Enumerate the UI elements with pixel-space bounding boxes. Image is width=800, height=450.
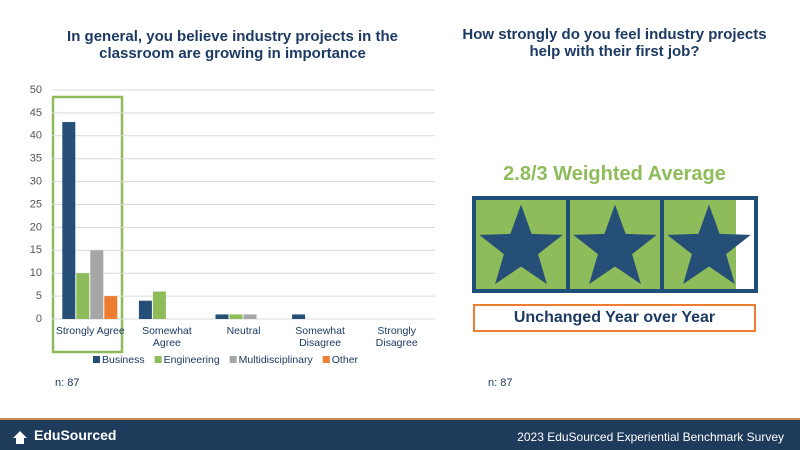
sample-size: n: 87 <box>55 377 80 389</box>
x-tick-label: Somewhat Agree <box>142 325 192 349</box>
y-tick-label: 25 <box>30 198 42 210</box>
rating-star <box>667 204 751 285</box>
bar <box>76 273 90 319</box>
bar <box>62 122 76 319</box>
highlight-box <box>51 95 124 354</box>
sample-size: n: 87 <box>488 377 513 389</box>
rating-star <box>573 204 657 285</box>
legend-swatch <box>229 356 237 363</box>
bar <box>90 250 104 319</box>
bar <box>243 314 257 319</box>
y-tick-label: 45 <box>30 107 42 119</box>
x-tick-label: Strongly Agree <box>55 325 125 337</box>
legend-swatch <box>93 356 100 363</box>
legend-label: Other <box>332 354 359 366</box>
bar <box>215 314 229 319</box>
legend-swatch <box>154 356 162 363</box>
logo-icon <box>13 431 27 444</box>
x-tick-label: Strongly Disagree <box>375 325 418 349</box>
rating-label: 2.8/3 Weighted Average <box>503 163 726 185</box>
footer-title: 2023 EduSourced Experiential Benchmark S… <box>517 430 784 444</box>
bar <box>104 296 118 319</box>
trend-box: Unchanged Year over Year <box>473 304 756 332</box>
legend-label: Engineering <box>164 354 220 366</box>
bar <box>152 291 166 319</box>
y-tick-label: 20 <box>30 221 42 233</box>
y-tick-label: 50 <box>30 84 42 96</box>
legend-label: Business <box>102 354 145 366</box>
footer-band <box>0 420 800 450</box>
rating-star <box>479 204 563 285</box>
rating-question: How strongly do you feel industry projec… <box>462 26 767 60</box>
y-tick-label: 35 <box>30 153 42 165</box>
x-tick-label: Neutral <box>226 325 261 337</box>
logo: EduSourced <box>34 427 117 443</box>
bar <box>292 314 306 319</box>
legend-label: Multidisciplinary <box>239 354 314 366</box>
chart-title: In general, you believe industry project… <box>67 28 398 62</box>
y-tick-label: 15 <box>30 244 42 256</box>
y-tick-label: 5 <box>36 290 42 302</box>
legend-swatch <box>322 356 330 363</box>
footer-rule <box>0 418 800 420</box>
y-tick-label: 30 <box>30 176 42 188</box>
y-tick-label: 10 <box>30 267 42 279</box>
y-tick-label: 40 <box>30 130 42 142</box>
bar <box>138 300 152 319</box>
x-tick-label: Somewhat Disagree <box>295 325 345 349</box>
bar <box>229 314 243 319</box>
y-tick-label: 0 <box>36 313 42 325</box>
